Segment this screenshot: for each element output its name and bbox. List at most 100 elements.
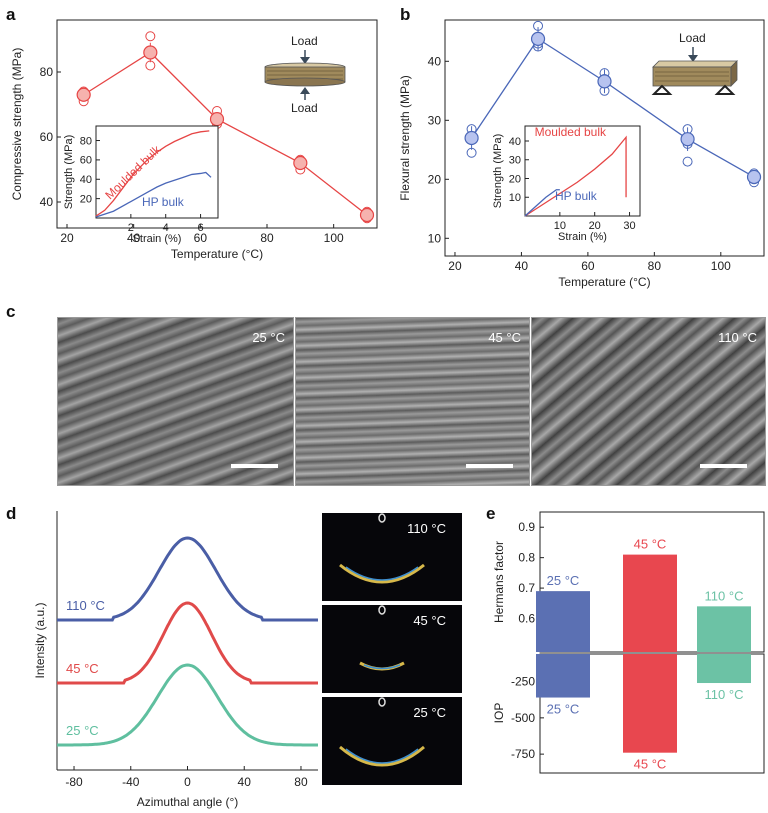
inset-a-y-tick-label: 60	[80, 155, 92, 167]
load-arrowhead-down	[300, 57, 310, 64]
panel-e-iop-bar	[697, 654, 751, 684]
inset-b-x-tick-label: 20	[589, 220, 601, 232]
panel-a-mean-point	[293, 155, 308, 171]
panel-b-mean-point	[530, 31, 546, 46]
diffraction-arc-25c	[339, 697, 425, 767]
beam-side-face	[730, 60, 738, 87]
inset-b-y-tick-label: 30	[509, 155, 521, 167]
diffraction-image-110c: 110 °C	[322, 513, 462, 601]
compression-schematic: Load Load	[264, 34, 346, 115]
panel-letter-c: c	[6, 302, 15, 321]
panel-a-x-axis-label: Temperature (°C)	[171, 247, 263, 261]
load-arrowhead-up	[300, 87, 310, 94]
panel-b-x-tick-label: 100	[711, 259, 731, 273]
inset-b-series-hp	[524, 189, 560, 217]
inset-b-y-axis-label: Strength (MPa)	[492, 134, 504, 209]
diffraction-label-45c: 45 °C	[413, 613, 446, 628]
diffraction-image-25c: 25 °C	[322, 697, 462, 785]
inset-b-series-label-hp: HP bulk	[555, 189, 598, 203]
inset-b-y-tick-label: 10	[509, 192, 521, 204]
panel-b-replicate-point	[682, 156, 693, 167]
panel-e-iop-bar-label: 110 °C	[705, 687, 744, 702]
inset-a-background	[96, 126, 218, 218]
diffraction-image-45c: 45 °C	[322, 605, 462, 693]
panel-d-azimuthal-profiles: -80 -40 0 40 80 Azimuthal angle (°) Intensity …	[33, 511, 318, 809]
inset-a-series-label-hp: HP bulk	[142, 195, 185, 209]
inset-a-y-axis-label: Strength (MPa)	[63, 135, 75, 210]
sem-label-25c: 25 °C	[252, 330, 285, 345]
panel-e-hermans-bar	[697, 606, 751, 652]
panel-a-x-tick-label: 60	[194, 231, 208, 245]
inset-a-series-moulded	[95, 130, 210, 217]
sem-label-110c: 110 °C	[718, 330, 757, 345]
panel-e-iop-bar-label: 25 °C	[547, 702, 580, 717]
inset-b-series-label-moulded: Moulded bulk	[535, 125, 607, 139]
inset-a-series-hp	[95, 171, 212, 218]
panel-a-replicate-point	[145, 60, 156, 71]
inset-b-y-tick-label: 40	[509, 136, 521, 148]
panel-a-mean-point	[76, 87, 91, 102]
panel-b-y-axis-label: Flexural strength (MPa)	[398, 75, 412, 200]
panel-e-hermans-bar-label: 110 °C	[705, 588, 744, 603]
panel-a-plot-frame	[56, 19, 378, 229]
panel-b-plot-frame	[444, 19, 765, 257]
panel-b-mean-point	[597, 74, 612, 89]
bend-load-arrowhead	[688, 55, 698, 62]
panel-a-x-tick-label: 100	[324, 231, 344, 245]
panel-b-mean-point	[680, 132, 695, 147]
panel-d-x-tick-label: -80	[65, 775, 83, 789]
beam-layers	[655, 71, 729, 82]
panel-a-y-tick-label: 80	[40, 65, 54, 79]
inset-b-x-tick-label: 30	[623, 220, 635, 232]
scale-bar-45c	[466, 464, 513, 468]
panel-d-profile-45c	[57, 601, 318, 685]
diffraction-label-110c: 110 °C	[407, 521, 446, 536]
panel-e-hermans-bar-label: 25 °C	[547, 573, 580, 588]
panel-b-y-tick-label: 10	[428, 232, 442, 246]
inset-a-x-tick-label: 4	[163, 222, 169, 234]
beam-top-face	[652, 60, 738, 68]
sem-image-110c: 110 °C	[531, 317, 766, 486]
panel-e-orientation-bars: 0.6 0.7 0.8 0.9 -250 -500 -750 Hermans factor IO…	[492, 511, 765, 774]
right-support	[714, 84, 736, 95]
panel-d-x-axis-label: Azimuthal angle (°)	[137, 795, 239, 809]
panel-b-x-tick-label: 20	[448, 259, 462, 273]
panel-b-x-tick-label: 60	[581, 259, 595, 273]
diffraction-label-25c: 25 °C	[413, 705, 446, 720]
scale-bar-25c	[231, 464, 278, 468]
panel-e-top-y-tick-label: 0.7	[518, 581, 535, 595]
panel-b-flexural-chart: 20 40 60 80 100 10 20 30 40 Temperature (°C) Flexu…	[398, 19, 765, 289]
inset-a-x-axis-label: Strain (%)	[133, 233, 182, 245]
panel-a-mean-point	[209, 112, 225, 127]
sem-image-25c: 25 °C	[57, 317, 294, 486]
panel-a-x-tick-label: 20	[60, 231, 74, 245]
panel-a-mean-point	[359, 207, 375, 223]
inset-a-y-tick-label: 20	[80, 193, 92, 205]
panel-d-x-tick-label: 0	[184, 775, 191, 789]
three-point-bend-schematic: Load	[651, 31, 738, 95]
panel-b-inset-stress-strain: 10 20 30 10 20 30 40 Strain (%) Strength (MPa) Mo…	[492, 125, 641, 243]
inset-a-x-tick-label: 2	[128, 222, 134, 234]
panel-a-y-tick-label: 60	[40, 130, 54, 144]
inset-b-x-tick-label: 10	[554, 220, 566, 232]
inset-b-y-tick-label: 20	[509, 173, 521, 185]
panel-e-top-y-tick-label: 0.6	[518, 612, 535, 626]
panel-e-iop-bar	[623, 654, 677, 753]
panel-e-top-y-tick-label: 0.8	[518, 551, 535, 565]
panel-b-y-tick-label: 40	[428, 55, 442, 69]
panel-e-hermans-bar	[536, 591, 590, 652]
panel-b-y-tick-label: 20	[428, 173, 442, 187]
panel-b-x-tick-label: 40	[515, 259, 529, 273]
panel-d-series-label-110c: 110 °C	[66, 598, 105, 613]
panel-e-top-y-axis-label: Hermans factor	[492, 541, 506, 623]
panel-e-bottom-y-tick-label: -500	[511, 711, 535, 725]
panel-b-replicate-point	[533, 20, 544, 31]
panel-letter-e: e	[486, 504, 495, 523]
panel-a-y-axis-label: Compressive strength (MPa)	[10, 48, 24, 201]
panel-b-mean-point	[746, 169, 762, 185]
inset-b-series-moulded	[524, 135, 627, 217]
panel-letter-a: a	[6, 5, 16, 24]
panel-d-x-tick-label: -40	[122, 775, 140, 789]
panel-b-mean-point	[464, 130, 479, 146]
